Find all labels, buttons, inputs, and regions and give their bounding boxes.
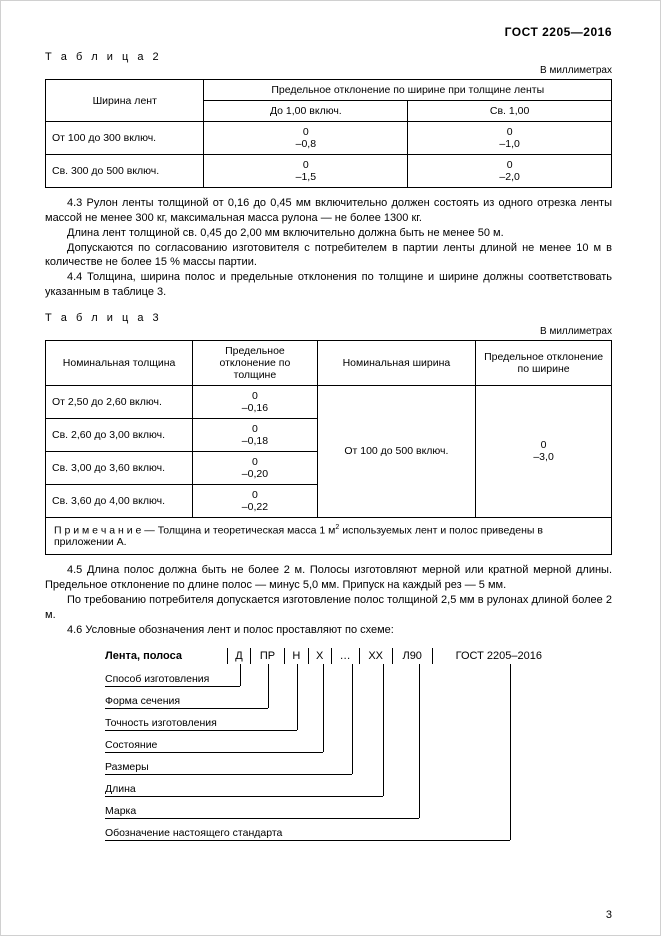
- table-row: Св. 300 до 500 включ. 0–1,5 0–2,0: [46, 155, 612, 188]
- sh-4: Х: [308, 648, 331, 664]
- table3: Номинальная толщина Предельное отклонени…: [45, 340, 612, 556]
- p45b: По требованию потребителя допускается из…: [45, 593, 612, 623]
- t2-r1-w: Св. 300 до 500 включ.: [46, 155, 204, 188]
- scheme-label-4: Размеры: [105, 761, 149, 773]
- p44: 4.4 Толщина, ширина полос и предельные о…: [45, 270, 612, 300]
- sh-8: ГОСТ 2205–2016: [432, 648, 565, 664]
- t2-r1-b: 0–2,0: [408, 155, 612, 188]
- t3-h1: Номинальная толщина: [46, 340, 193, 385]
- t2-r1-a: 0–1,5: [204, 155, 408, 188]
- sh-2: ПР: [251, 648, 285, 664]
- t2-r0-b: 0–1,0: [408, 122, 612, 155]
- page-number: 3: [606, 909, 612, 921]
- t3-r2-d: 0–0,20: [193, 451, 318, 484]
- scheme-label-6: Марка: [105, 805, 136, 817]
- t2-h-c2: Св. 1,00: [408, 101, 612, 122]
- t3-r0-d: 0–0,16: [193, 385, 318, 418]
- table-row: От 2,50 до 2,60 включ. 0–0,16 От 100 до …: [46, 385, 612, 418]
- table2: Ширина лент Предельное отклонение по шир…: [45, 79, 612, 188]
- scheme-head: Лента, полоса Д ПР Н Х … ХХ Л90 ГОСТ 220…: [105, 648, 565, 664]
- scheme-label-1: Форма сечения: [105, 695, 180, 707]
- p43b: Длина лент толщиной св. 0,45 до 2,00 мм …: [45, 226, 612, 241]
- t2-h-width: Ширина лент: [46, 80, 204, 122]
- sh-7: Л90: [392, 648, 432, 664]
- scheme-label-3: Состояние: [105, 739, 157, 751]
- t3-note: П р и м е ч а н и е — Толщина и теоретич…: [46, 517, 612, 555]
- t2-h-dev: Предельное отклонение по ширине при толщ…: [204, 80, 612, 101]
- p43a: 4.3 Рулон ленты толщиной от 0,16 до 0,45…: [45, 196, 612, 226]
- t3-r3-t: Св. 3,60 до 4,00 включ.: [46, 484, 193, 517]
- sh-0: Лента, полоса: [105, 648, 228, 664]
- t3-devw: 0–3,0: [476, 385, 612, 517]
- sh-3: Н: [284, 648, 308, 664]
- t3-r1-d: 0–0,18: [193, 418, 318, 451]
- t3-r2-t: Св. 3,00 до 3,60 включ.: [46, 451, 193, 484]
- scheme-label-0: Способ изготовления: [105, 673, 209, 685]
- sh-6: ХХ: [359, 648, 392, 664]
- t3-h4: Предельное отклонение по ширине: [476, 340, 612, 385]
- p45: 4.5 Длина полос должна быть не более 2 м…: [45, 563, 612, 593]
- scheme-label-7: Обозначение настоящего стандарта: [105, 827, 282, 839]
- t3-r0-t: От 2,50 до 2,60 включ.: [46, 385, 193, 418]
- p43c: Допускаются по согласованию изготовителя…: [45, 241, 612, 271]
- designation-scheme: Лента, полоса Д ПР Н Х … ХХ Л90 ГОСТ 220…: [105, 648, 565, 840]
- doc-header: ГОСТ 2205—2016: [45, 25, 612, 39]
- t2-r0-w: От 100 до 300 включ.: [46, 122, 204, 155]
- sh-5: …: [331, 648, 359, 664]
- t3-r1-t: Св. 2,60 до 3,00 включ.: [46, 418, 193, 451]
- t3-h2: Предельное отклонение по толщине: [193, 340, 318, 385]
- sh-1: Д: [228, 648, 251, 664]
- t2-r0-a: 0–0,8: [204, 122, 408, 155]
- scheme-label-5: Длина: [105, 783, 136, 795]
- table2-unit: В миллиметрах: [45, 65, 612, 76]
- p46: 4.6 Условные обозначения лент и полос пр…: [45, 623, 612, 638]
- table3-label: Т а б л и ц а 3: [45, 312, 612, 324]
- t3-h3: Номинальная ширина: [317, 340, 475, 385]
- t2-h-c1: До 1,00 включ.: [204, 101, 408, 122]
- scheme-label-2: Точность изготовления: [105, 717, 217, 729]
- table3-unit: В миллиметрах: [45, 326, 612, 337]
- t3-nomw: От 100 до 500 включ.: [317, 385, 475, 517]
- table-row: От 100 до 300 включ. 0–0,8 0–1,0: [46, 122, 612, 155]
- table2-label: Т а б л и ц а 2: [45, 51, 612, 63]
- t3-r3-d: 0–0,22: [193, 484, 318, 517]
